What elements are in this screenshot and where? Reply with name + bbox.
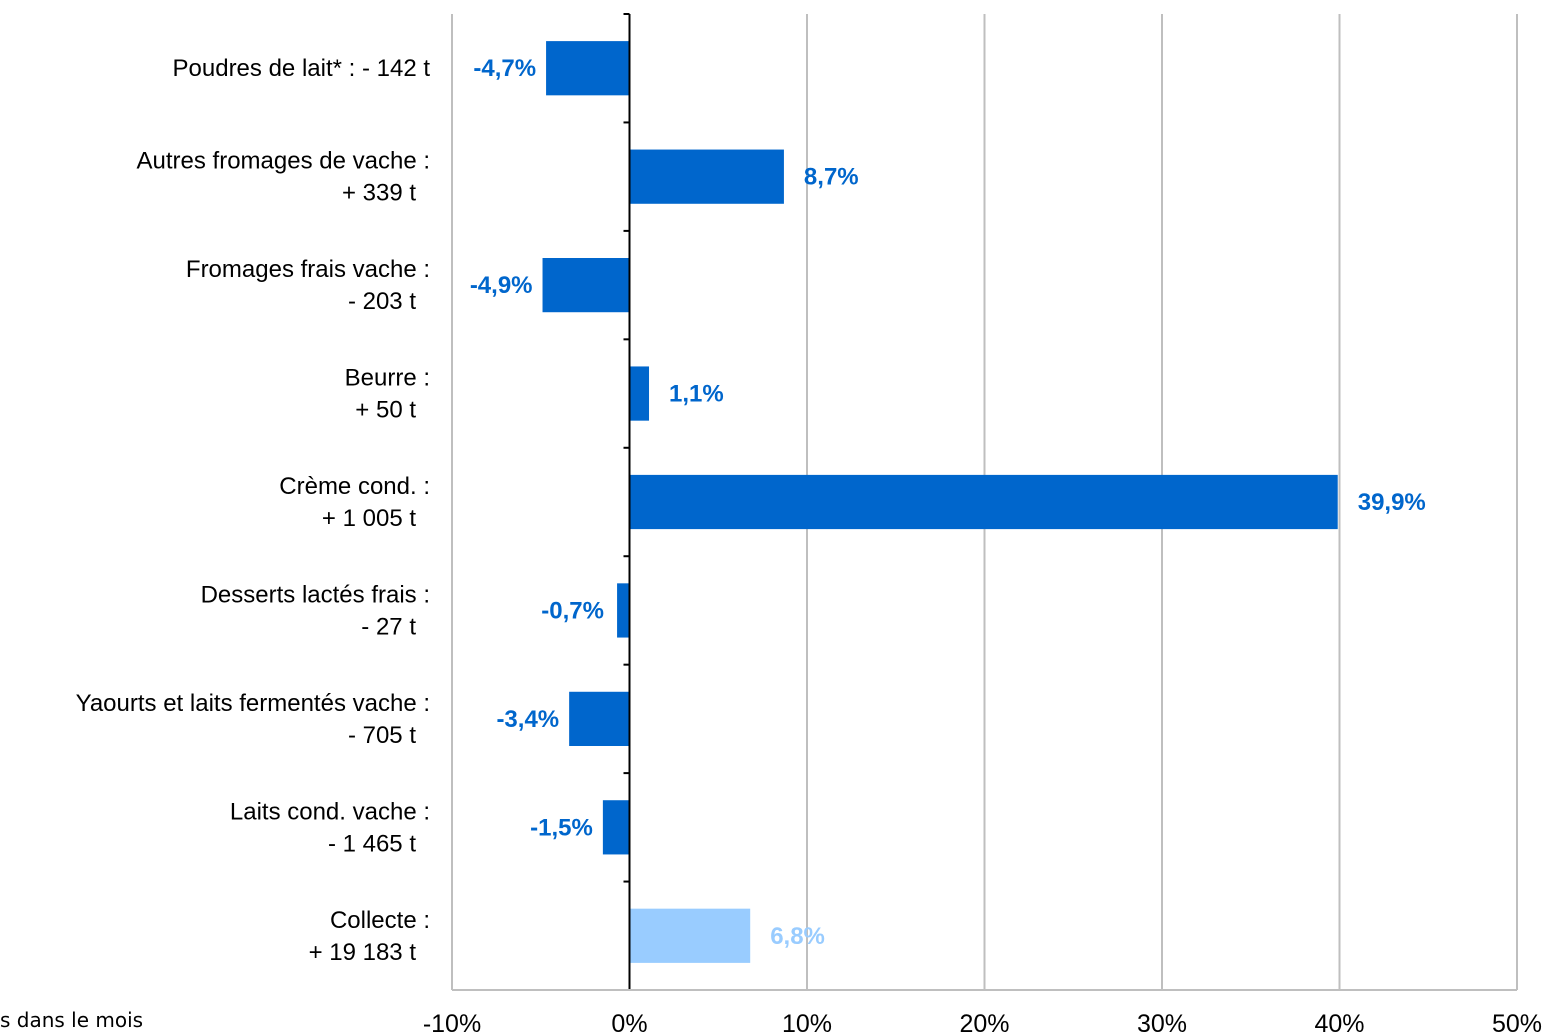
bar [617,583,630,638]
data-label: 39,9% [1358,489,1426,516]
data-label: 6,8% [770,923,825,950]
bar [569,691,630,746]
category-label: + 1 005 t [322,505,416,532]
category-label: Poudres de lait* : - 142 t [173,55,431,82]
bar [629,149,784,204]
category-label: Beurre : [345,365,430,392]
x-tick-labels: -10% 0% 10% 20% 30% 40% 50% [423,1010,1542,1036]
data-label: -3,4% [496,706,559,733]
x-tick-label: 30% [1137,1010,1187,1036]
category-label: Laits cond. vache : [230,798,430,825]
bar [629,474,1338,530]
category-label: Autres fromages de vache : [137,148,430,175]
category-label: - 27 t [361,613,416,640]
bar [546,41,630,96]
category-label: + 339 t [342,180,416,207]
bars [542,41,1338,963]
category-label: Collecte : [330,907,430,934]
bar [629,366,650,421]
y-axis [452,13,1517,991]
x-tick-label: -10% [423,1010,481,1036]
category-label: - 705 t [348,722,416,749]
data-label: 8,7% [804,164,859,191]
bar [542,258,630,313]
data-label: 1,1% [669,381,724,408]
category-label: Desserts lactés frais : [201,581,430,608]
category-label: + 19 183 t [309,939,417,966]
data-label: -1,5% [530,814,593,841]
data-label: -0,7% [541,597,604,624]
category-label: + 50 t [355,397,416,424]
data-label: -4,7% [473,55,536,82]
footnote: s dans le mois [0,1008,144,1032]
x-tick-label: 40% [1314,1010,1364,1036]
category-label: Fromages frais vache : [186,256,430,283]
bar [629,908,751,963]
category-label: Crème cond. : [279,473,430,500]
bar [602,800,630,855]
data-labels: -4,7% 8,7% -4,9% 1,1% 39,9% -0,7% -3,4% -1,5% 6,… [470,55,1426,950]
data-label: -4,9% [470,272,533,299]
x-tick-label: 20% [959,1010,1009,1036]
category-label: - 203 t [348,288,416,315]
category-labels: Poudres de lait* : - 142 t Autres fromage… [76,55,431,966]
x-tick-label: 50% [1492,1010,1542,1036]
x-tick-label: 0% [611,1010,647,1036]
category-label: - 1 465 t [328,830,416,857]
category-label: Yaourts et laits fermentés vache : [76,690,430,717]
x-tick-label: 10% [782,1010,832,1036]
